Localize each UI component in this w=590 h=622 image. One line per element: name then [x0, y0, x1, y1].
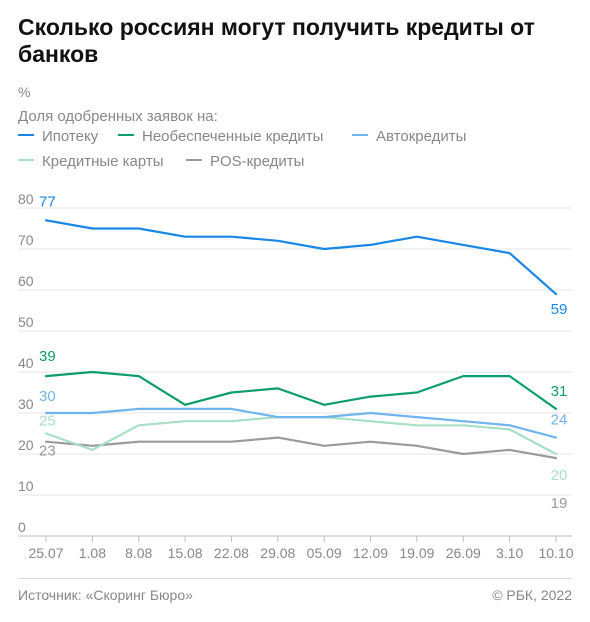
legend-swatch-unsecured [118, 134, 134, 137]
x-tick-label: 25.07 [28, 545, 63, 561]
x-tick-label: 10.10 [538, 545, 573, 561]
unit-label: % [18, 84, 31, 100]
y-tick-label: 70 [18, 232, 34, 248]
x-tick-label: 3.10 [496, 545, 523, 561]
y-tick-label: 0 [18, 519, 26, 535]
series-line-pos [44, 436, 558, 460]
legend-item-auto: Автокредиты [352, 128, 466, 145]
end-label-auto: 24 [551, 412, 568, 429]
end-label-pos: 19 [551, 495, 568, 512]
x-tick-label: 15.08 [168, 545, 203, 561]
legend-label-unsecured: Необеспеченные кредиты [142, 128, 324, 145]
x-tick-label: 05.09 [307, 545, 342, 561]
start-label-unsecured: 39 [39, 348, 56, 365]
y-tick-label: 50 [18, 314, 34, 330]
legend-item-unsecured: Необеспеченные кредиты [118, 128, 323, 145]
y-tick-label: 10 [18, 478, 34, 494]
start-label-mortgage: 77 [39, 193, 56, 210]
chart-title: Сколько россиян могут получить кредиты о… [18, 14, 535, 67]
end-label-cards: 20 [551, 467, 568, 484]
legend-swatch-auto [352, 134, 368, 137]
y-tick-label: 30 [18, 396, 34, 412]
x-tick-label: 1.08 [79, 545, 106, 561]
end-label-mortgage: 59 [551, 301, 568, 318]
legend-label-pos: POS-кредиты [210, 153, 305, 170]
y-tick-label: 20 [18, 437, 34, 453]
start-label-pos: 23 [39, 443, 56, 460]
start-label-cards: 25 [39, 413, 56, 430]
y-tick-label: 80 [18, 191, 34, 207]
legend-item-pos: POS-кредиты [186, 153, 304, 170]
legend-swatch-mortgage [18, 134, 34, 137]
legend-label-mortgage: Ипотеку [42, 128, 99, 145]
legend-item-cards: Кредитные карты [18, 153, 164, 170]
y-tick-label: 40 [18, 355, 34, 371]
legend-swatch-pos [186, 159, 202, 162]
series-line-unsecured [44, 370, 558, 410]
source-note: Источник: «Скоринг Бюро» [18, 587, 193, 603]
chart-subtitle: Доля одобренных заявок на: [18, 108, 218, 125]
legend-item-mortgage: Ипотеку [18, 128, 98, 145]
legend-label-cards: Кредитные карты [42, 153, 164, 170]
x-tick-label: 26.09 [446, 545, 481, 561]
x-tick-label: 8.08 [125, 545, 152, 561]
end-label-unsecured: 31 [551, 383, 568, 400]
series-line-auto [44, 407, 558, 439]
start-label-auto: 30 [39, 388, 56, 405]
x-tick-label: 19.09 [399, 545, 434, 561]
copyright: © РБК, 2022 [492, 587, 572, 603]
series-line-mortgage [44, 219, 558, 296]
x-tick-label: 12.09 [353, 545, 388, 561]
legend-swatch-cards [18, 159, 34, 162]
footer-divider [18, 578, 572, 579]
x-tick-label: 29.08 [260, 545, 295, 561]
legend-label-auto: Автокредиты [376, 128, 467, 145]
x-tick-label: 22.08 [214, 545, 249, 561]
y-tick-label: 60 [18, 273, 34, 289]
